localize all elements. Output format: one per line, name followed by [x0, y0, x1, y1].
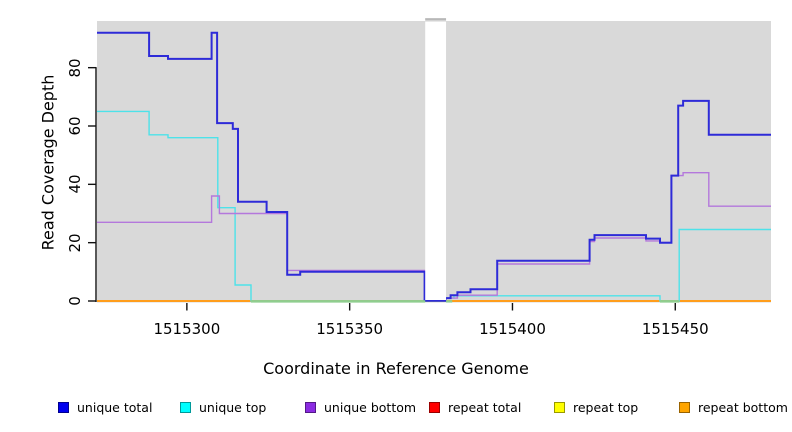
series-unique-total: [97, 31, 771, 302]
x-axis-title: Coordinate in Reference Genome: [263, 359, 529, 378]
legend-label: repeat total: [448, 400, 522, 415]
series-unique-top: [97, 110, 771, 302]
legend-item-repeat-bottom: repeat bottom: [679, 400, 788, 415]
legend-label: unique total: [77, 400, 153, 415]
legend-swatch-icon: [554, 402, 565, 413]
y-axis-title: Read Coverage Depth: [38, 74, 58, 251]
legend-swatch-icon: [58, 402, 69, 413]
legend-item-repeat-total: repeat total: [429, 400, 522, 415]
legend-label: repeat bottom: [698, 400, 788, 415]
x-tick-label: 1515300: [153, 320, 221, 338]
x-tick-label: 1515450: [641, 320, 709, 338]
y-tick-label: 60: [66, 116, 84, 136]
legend-item-unique-bottom: unique bottom: [305, 400, 417, 415]
legend-label: unique top: [199, 400, 267, 415]
legend-swatch-icon: [679, 402, 690, 413]
x-tick-label: 1515400: [479, 320, 546, 338]
legend-swatch-icon: [429, 402, 440, 413]
legend-label: unique bottom: [324, 400, 417, 415]
legend-item-repeat-top: repeat top: [554, 400, 639, 415]
y-tick-label: 80: [66, 58, 84, 78]
legend-item-unique-top: unique top: [180, 400, 267, 415]
legend-label: repeat top: [573, 400, 639, 415]
gap-mask-cap: [425, 18, 447, 22]
y-tick-label: 40: [66, 174, 84, 194]
y-tick-label: 0: [66, 296, 84, 306]
legend-swatch-icon: [305, 402, 316, 413]
x-tick-label: 1515350: [316, 320, 384, 338]
gap-mask: [425, 21, 447, 300]
legend-item-unique-total: unique total: [58, 400, 153, 415]
legend-swatch-icon: [180, 402, 191, 413]
y-tick-label: 20: [66, 233, 84, 253]
